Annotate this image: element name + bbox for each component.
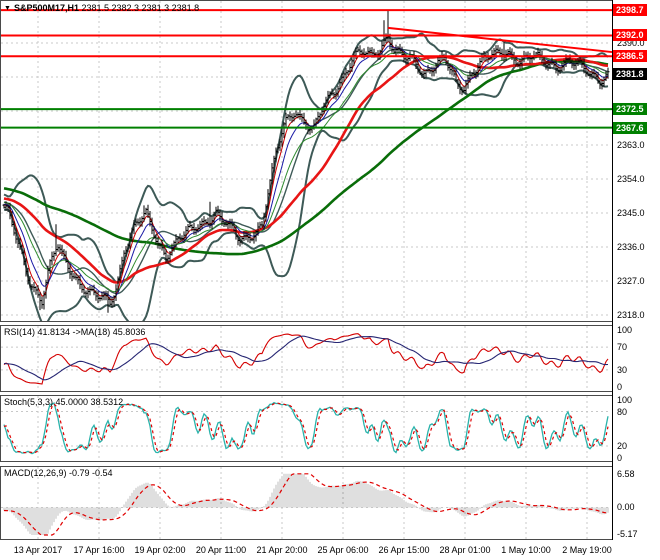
panel-separator[interactable] xyxy=(0,392,660,395)
price-badge-current-price: 2381.8 xyxy=(613,68,647,80)
panel-separator[interactable] xyxy=(0,462,660,465)
panel-separator[interactable] xyxy=(0,322,660,325)
price-badge-support: 2372.5 xyxy=(613,103,647,115)
price-badge-resistance: 2398.7 xyxy=(613,4,647,16)
price-badge-support: 2367.6 xyxy=(613,122,647,134)
price-badge-resistance: 2392.0 xyxy=(613,29,647,41)
price-badge-resistance: 2386.5 xyxy=(613,50,647,62)
